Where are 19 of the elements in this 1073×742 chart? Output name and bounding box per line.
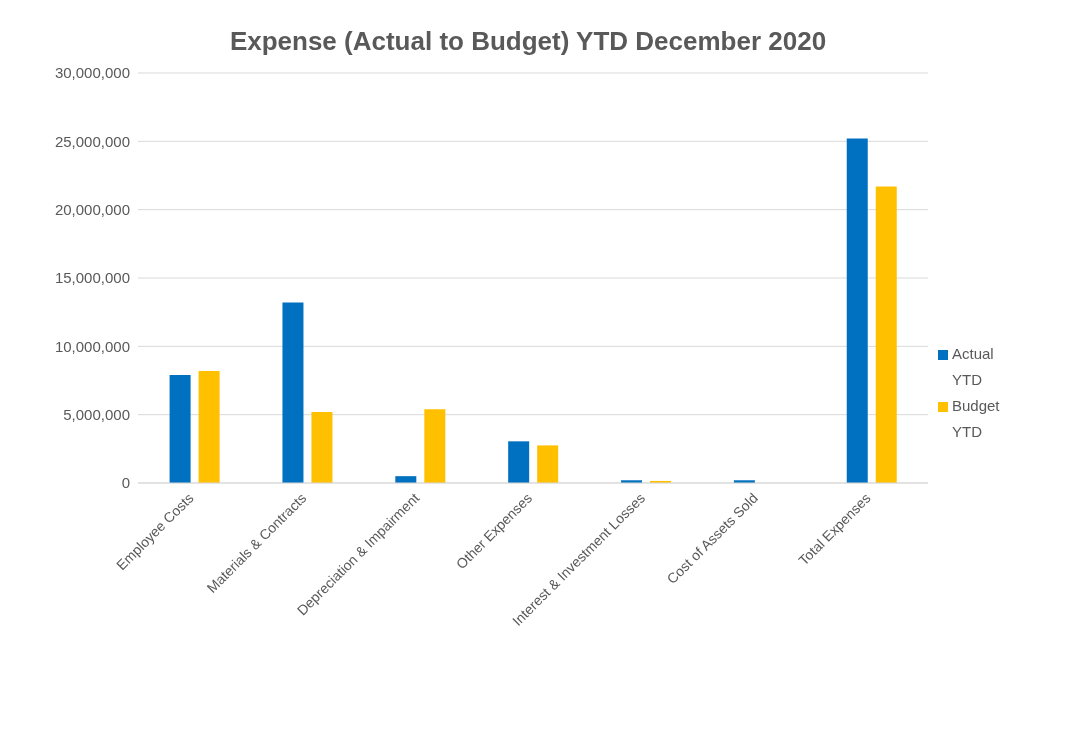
- y-tick-label: 25,000,000: [54, 132, 130, 150]
- bar: [311, 411, 333, 483]
- y-tick-label: 20,000,000: [54, 200, 130, 218]
- bar: [508, 441, 530, 483]
- legend-label: Actual YTD: [952, 344, 995, 390]
- bar: [875, 186, 897, 483]
- bar: [282, 302, 304, 483]
- y-tick-label: 5,000,000: [63, 405, 130, 423]
- legend-label: Budget YTD: [952, 396, 1001, 442]
- bar: [198, 370, 220, 483]
- bar: [424, 409, 446, 483]
- y-tick-label: 0: [121, 474, 130, 492]
- y-tick-label: 10,000,000: [54, 337, 130, 355]
- bar: [169, 375, 191, 483]
- bar: [537, 445, 559, 483]
- chart-title: Expense (Actual to Budget) YTD December 2020: [228, 25, 828, 58]
- y-tick-label: 30,000,000: [54, 64, 130, 82]
- y-tick-label: 15,000,000: [54, 269, 130, 287]
- bar: [846, 138, 868, 483]
